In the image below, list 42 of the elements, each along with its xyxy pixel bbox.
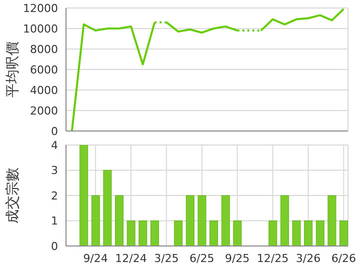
bar <box>280 195 289 246</box>
y-tick-label: 3 <box>51 164 58 178</box>
bar <box>268 220 278 246</box>
y-tick-label: 4 <box>51 138 58 152</box>
x-tick-label: 9/24 <box>83 252 108 265</box>
y-tick-label: 1 <box>51 214 58 228</box>
x-tick-label: 9/25 <box>224 252 250 265</box>
bar <box>316 220 324 246</box>
bar <box>138 220 148 246</box>
bar <box>150 220 159 246</box>
y-tick-label: 4000 <box>30 84 58 97</box>
y-tick-label: 0 <box>51 124 58 138</box>
y-tick-label: 10000 <box>23 22 58 36</box>
y-tick-label: 6000 <box>30 63 58 76</box>
x-tick-label: 12/25 <box>256 252 289 265</box>
bar <box>174 220 183 246</box>
x-tick-label: 3/26 <box>296 252 321 265</box>
y-tick-label: 0 <box>51 240 58 253</box>
bar <box>103 170 112 246</box>
y-tick-label: 8000 <box>30 42 58 56</box>
y-axis-title: 平均呎價 <box>4 42 21 98</box>
bar <box>233 220 242 246</box>
x-tick-label: 12/24 <box>115 252 147 265</box>
y-tick-label: 2000 <box>30 104 58 118</box>
bar <box>210 220 218 246</box>
x-tick-label: 6/25 <box>190 252 214 265</box>
x-tick-label: 3/25 <box>154 252 179 265</box>
bar <box>292 220 301 246</box>
bar <box>80 145 88 246</box>
bar <box>304 220 313 246</box>
bar <box>328 195 336 246</box>
bar <box>186 195 194 246</box>
x-tick-label: 6/26 <box>331 252 356 265</box>
y-axis-title: 成交宗數 <box>4 168 21 224</box>
bar <box>91 195 100 246</box>
bar <box>198 195 206 246</box>
bar <box>221 195 230 246</box>
bar <box>126 220 136 246</box>
bar <box>115 195 124 246</box>
bar <box>340 220 348 246</box>
y-tick-label: 12000 <box>23 2 58 15</box>
y-tick-label: 2 <box>51 189 58 202</box>
